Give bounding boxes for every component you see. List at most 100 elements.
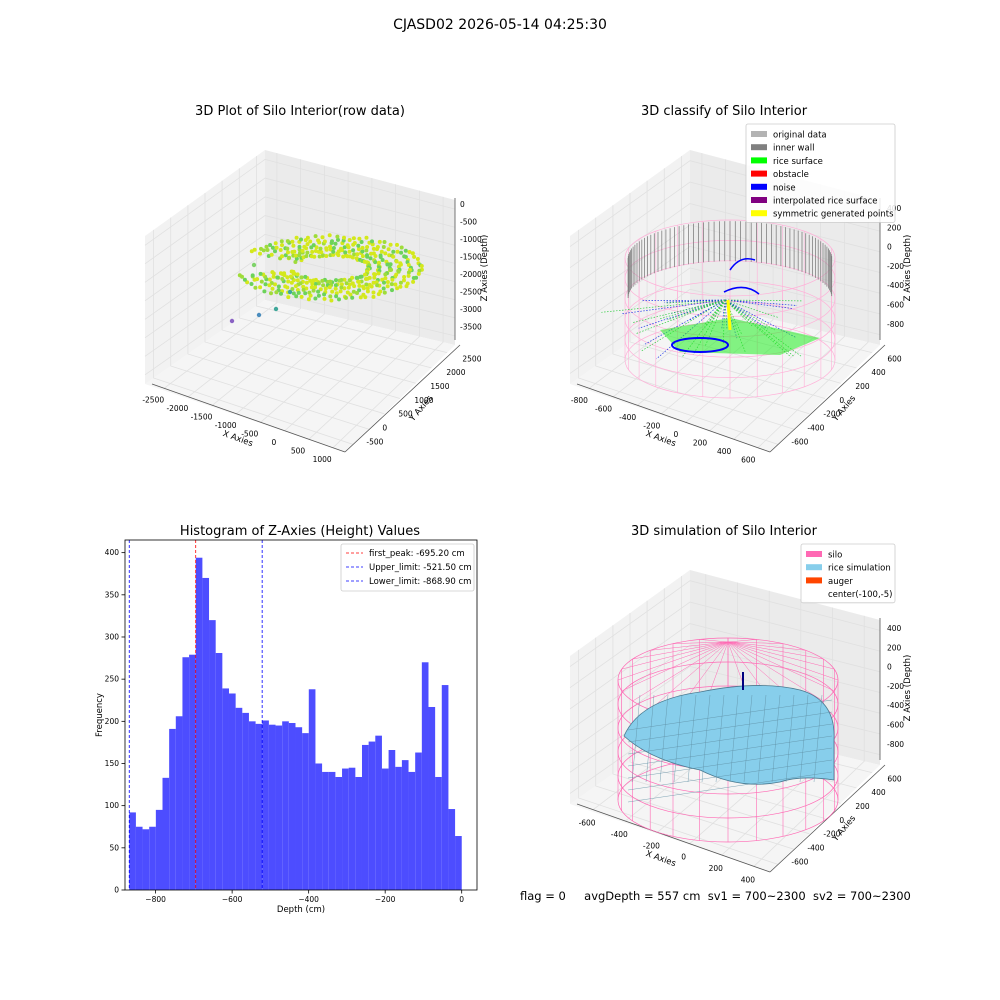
histogram-bar [182,657,190,890]
histogram-bar [335,776,343,890]
y-axis-line [344,344,461,453]
raw-point [336,253,341,258]
raw-point [308,278,313,283]
raw-point [285,275,290,280]
histogram-bar [215,653,223,890]
y-tick-label: 300 [105,632,120,641]
grid-line-x [236,171,349,415]
histogram-bar [242,712,249,890]
x-tick-label: -200 [643,841,660,850]
rice-mesh-line [799,694,809,783]
raw-point [318,246,323,251]
rice-surface-ray [635,299,726,334]
histogram-bar [375,735,382,890]
y-tick-label: 2500 [462,354,481,363]
raw-point [391,254,396,259]
raw-point [313,282,318,286]
raw-point [270,270,275,275]
raw-point [370,239,374,244]
simulation-3d-panel: -600-400-2000200400-600-400-200020040060… [569,543,913,884]
rice-surface-ray [724,299,775,331]
raw-point [393,282,398,287]
raw-point [351,289,356,294]
raw-point [407,250,412,254]
grid-line-x [212,165,325,406]
x-tick-label: -600 [595,404,612,413]
raw-point [318,287,323,292]
z-tick-label: 0 [887,243,892,252]
histogram-panel: −800 −600 −400 −200 0 0 50 100 150 200 250 300 350 40… [95,539,478,915]
x-tick-label: -400 [611,830,628,839]
histogram-bar [155,809,163,890]
raw-point [331,249,336,254]
rice-mesh-line [627,759,833,791]
legend-box [800,543,896,604]
grid-line-z [569,623,881,710]
raw-point [323,286,328,291]
raw-point [381,245,386,249]
raw-point [406,270,411,275]
raw-point [270,286,275,291]
raw-point [310,249,315,254]
raw-point [285,246,290,251]
raw-point [295,272,300,277]
raw-point [313,296,318,301]
y-tick-label: 600 [887,774,902,783]
classify-3d-panel: -800-600-400-2000200400600-600-400-20002… [569,123,913,464]
y-tick-label: -500 [366,437,383,446]
grid-line-y [221,180,416,384]
legend-entry: Upper_limit: -521.50 cm [369,563,472,573]
y-tick-label: 50 [109,843,119,852]
histogram-title: Histogram of Z-Axies (Height) Values [179,524,421,539]
raw-point [321,283,326,288]
raw-point [386,247,391,252]
grid-line-y [170,217,369,430]
y-tick-label: 0 [839,396,844,405]
grid-line-y [238,168,432,369]
z-tick-label: 0 [887,663,892,672]
y-tick-label: 400 [105,548,120,557]
histogram-bar [322,771,329,890]
raw-point [267,283,272,288]
silo-roof-line [727,641,835,692]
raw-point [286,295,291,300]
histogram-bar [408,771,416,890]
y-tick-label: 1000 [414,396,433,405]
raw-point [388,242,393,247]
raw-point [385,262,390,267]
raw-point [342,277,347,282]
z-tick-label: -2500 [460,288,482,297]
rice-surface-ray [724,299,802,302]
z-tick-label: 400 [887,624,902,633]
grid-line-x [187,159,302,398]
raw-point [334,294,339,299]
silo-roof-line [650,641,729,651]
rice-mesh-line [785,694,795,783]
raw-point [395,286,400,291]
raw-point [347,238,352,242]
y-tick-label: 600 [887,354,902,363]
legend-swatch [751,210,767,217]
rice-mesh-line [701,694,711,783]
x-tick-label: −600 [222,895,243,904]
raw-point [377,239,382,244]
panel-title-classify: 3D classify of Silo Interior [640,104,808,119]
noise-ring [671,337,729,353]
raw-point [294,294,299,299]
raw-point [327,285,332,290]
raw-point [390,288,394,293]
grid-line-x [685,178,798,423]
raw-point [305,242,310,247]
raw-point [399,250,404,255]
raw-point [324,246,329,251]
z-tick-label: -500 [460,218,477,227]
y-tick-label: 400 [871,368,886,377]
rice-surface-ray [724,299,768,330]
raw-point [371,290,376,295]
grid-line-y [578,649,779,865]
raw-point [380,258,385,262]
legend-entry: auger [828,577,853,587]
raw-point [385,284,390,289]
figure-title: CJASD02 2026-05-14 04:25:30 [393,17,607,33]
raw-point [308,239,313,244]
